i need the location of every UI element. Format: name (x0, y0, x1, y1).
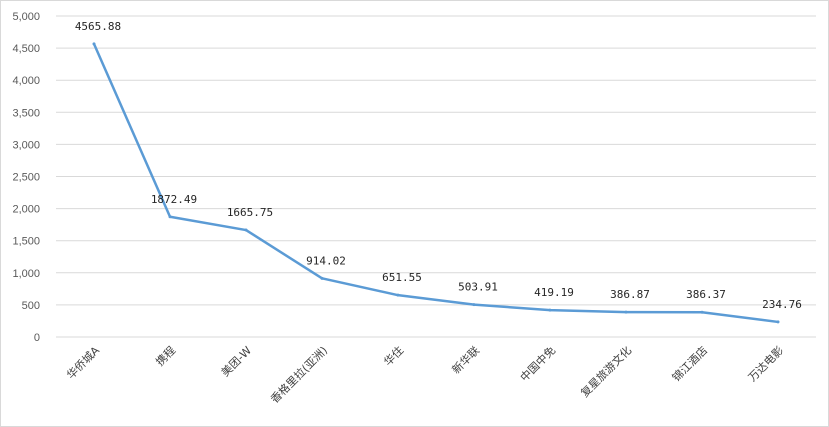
data-point (320, 276, 324, 280)
x-tick-label: 华侨城A (64, 343, 103, 382)
y-tick-label: 1,500 (12, 236, 40, 248)
data-label: 1665.75 (227, 206, 273, 219)
data-label: 503.91 (458, 281, 498, 294)
data-point (244, 228, 248, 232)
x-tick-label: 华住 (381, 343, 406, 368)
data-point (92, 42, 96, 46)
x-tick-label: 携程 (153, 343, 178, 368)
data-point (700, 310, 704, 314)
data-point (168, 215, 172, 219)
data-point (624, 310, 628, 314)
data-labels: 4565.88 1872.49 1665.75 914.02 651.55 503.91 4… (75, 20, 802, 311)
series-line (92, 42, 780, 324)
y-tick-label: 1,000 (12, 268, 40, 280)
y-tick-label: 0 (34, 332, 40, 344)
data-label: 1872.49 (151, 193, 197, 206)
data-label: 419.19 (534, 286, 574, 299)
y-tick-label: 2,000 (12, 204, 40, 216)
data-point (472, 303, 476, 307)
x-tick-label: 新华联 (449, 343, 482, 376)
data-label: 4565.88 (75, 20, 121, 33)
data-label: 386.37 (686, 288, 726, 301)
y-tick-label: 500 (22, 300, 40, 312)
data-label: 651.55 (382, 271, 422, 284)
y-axis-ticks: 0 500 1,000 1,500 2,000 2,500 3,000 3,500 4,000 4… (12, 11, 40, 344)
x-tick-label: 万达电影 (746, 344, 786, 384)
x-tick-label: 香格里拉(亚洲) (267, 343, 330, 406)
data-label: 386.87 (610, 288, 650, 301)
data-label: 234.76 (762, 298, 802, 311)
data-point (548, 308, 552, 312)
gridlines (56, 15, 816, 338)
series-layer (92, 42, 780, 324)
x-tick-label: 锦江酒店 (669, 343, 710, 384)
x-tick-label: 复星旅游文化 (578, 343, 635, 400)
y-tick-label: 4,500 (12, 43, 40, 55)
x-tick-label: 美团-W (219, 344, 254, 379)
x-axis-ticks: 华侨城A 携程 美团-W 香格里拉(亚洲) 华住 新华联 中国中免 复星旅游文化 锦江酒店 万达电… (64, 343, 787, 406)
y-tick-label: 3,500 (12, 107, 40, 119)
data-point (776, 320, 780, 324)
data-label: 914.02 (306, 254, 346, 267)
y-tick-label: 2,500 (12, 172, 40, 184)
y-tick-label: 3,000 (12, 139, 40, 151)
y-tick-label: 4,000 (12, 75, 40, 87)
x-tick-label: 中国中免 (517, 343, 558, 384)
y-tick-label: 5,000 (12, 11, 40, 23)
data-point (396, 293, 400, 297)
